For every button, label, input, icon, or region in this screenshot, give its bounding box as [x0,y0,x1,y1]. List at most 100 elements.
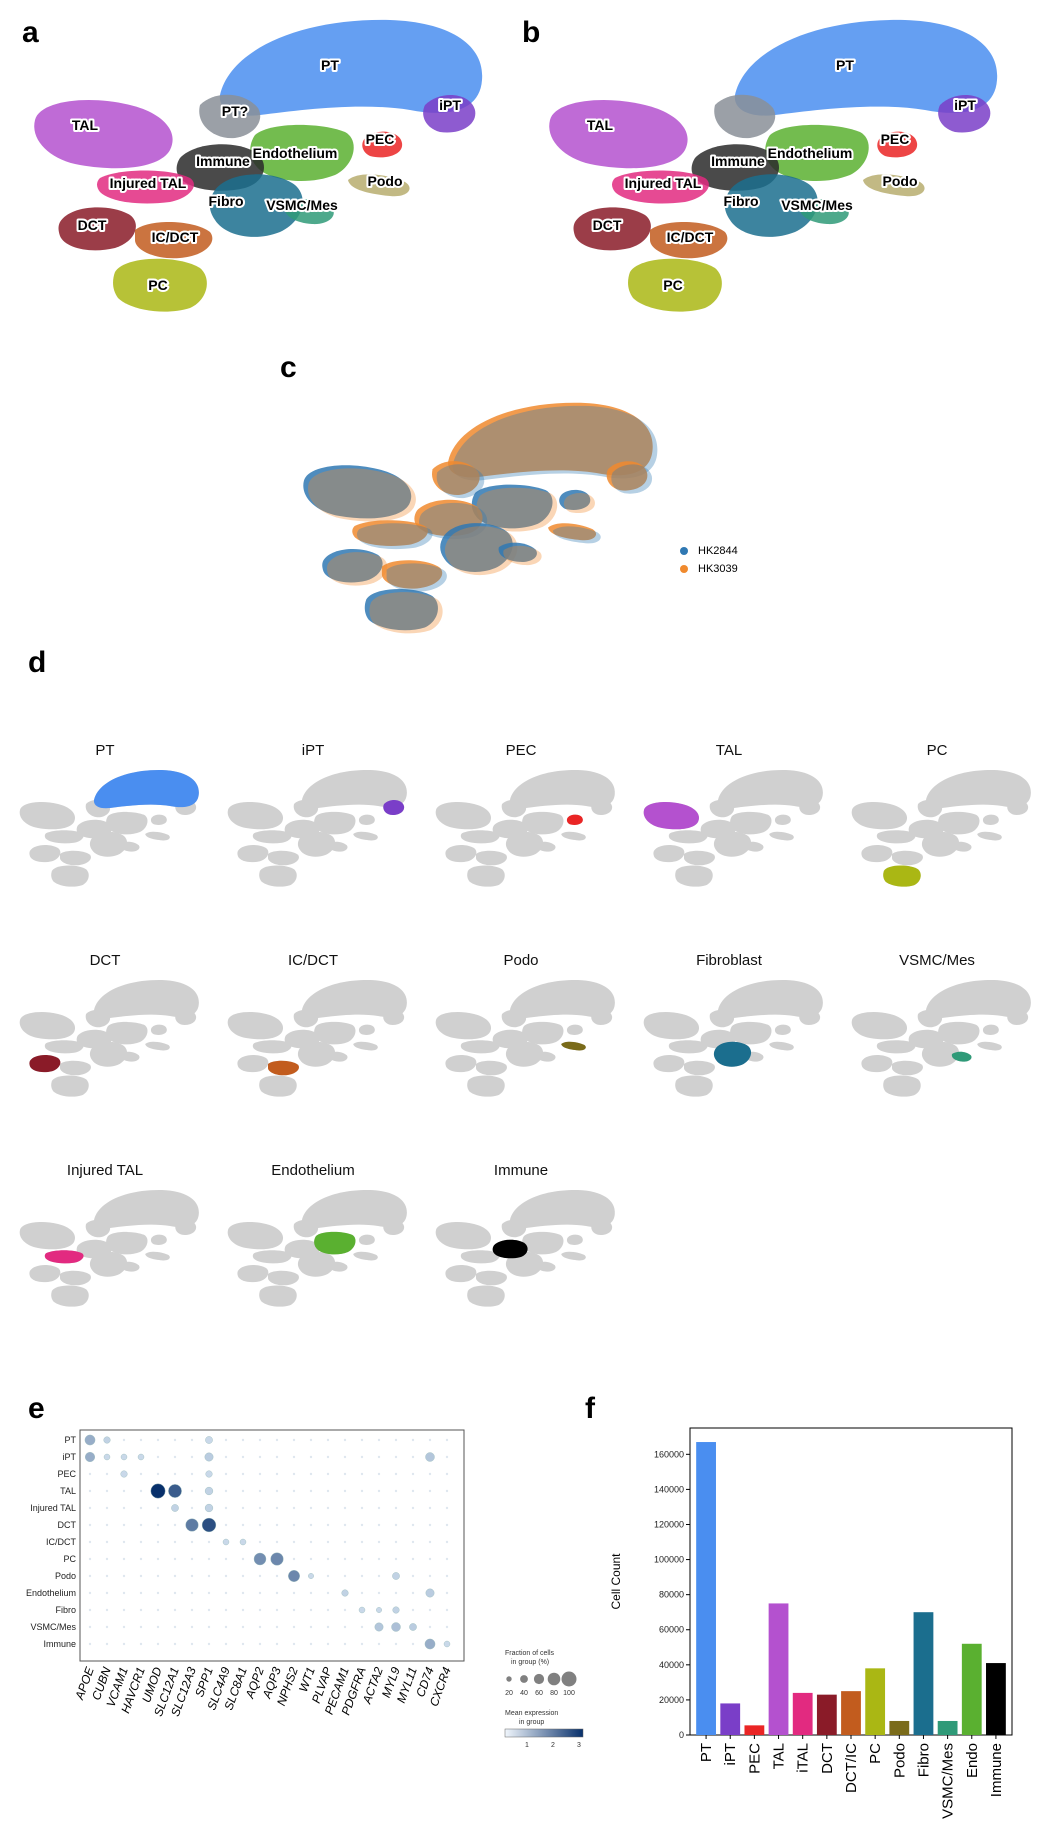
mini-umap-highlight [883,865,921,887]
mini-umap-bg-cluster [653,844,685,863]
size-legend-dot [506,1676,512,1682]
dotplot-dot [409,1623,417,1631]
dotplot-row-label: DCT [58,1520,77,1530]
mini-umap-bg-cluster [237,1054,269,1073]
dotplot-dot [428,1574,432,1578]
mini-umap-bg-cluster [675,865,713,887]
umap-a-cluster-vsmc-mes [284,199,334,225]
dotplot-dot [445,1506,449,1510]
umap-a-cluster-label: IC/DCT [152,229,199,245]
dotplot-dot [326,1642,330,1646]
umap-a-cluster-tal [34,100,173,169]
x-tick-label: PT [698,1743,715,1762]
dotplot-dot [326,1455,330,1459]
mini-umap-bg-cluster [145,1041,170,1051]
dotplot-dot [326,1523,330,1527]
mini-umap-bg-cluster [145,831,170,841]
mini-umap-bg-cluster [709,799,735,818]
dotplot-dot [190,1574,194,1578]
mini-umap-bg-cluster [774,814,791,825]
mini-umap-bg-cluster [227,1222,284,1250]
mini-umap: Fibroblast [643,952,823,1097]
dotplot-dot [309,1557,313,1561]
dotplot-dot [377,1523,381,1527]
x-tick-label: DCT/IC [843,1743,860,1793]
mini-umap-bg-cluster [861,844,893,863]
umap-b-cluster-label: iPT [954,97,976,113]
x-tick-label: PC [867,1743,884,1764]
mini-umap-bg-cluster [774,1024,791,1035]
mini-umap-bg-cluster [501,799,527,818]
umap-a-cluster-injured-tal [97,170,194,204]
bar [744,1725,765,1735]
mini-umap-title: Fibroblast [696,952,763,969]
dotplot-row-label: PEC [57,1469,76,1479]
mini-umap: Immune [435,1162,615,1307]
y-tick-label: 80000 [659,1590,684,1600]
dotplot-dot [377,1540,381,1544]
mini-umap-bg-cluster [51,1285,89,1307]
size-legend-title: Fraction of cells [505,1650,555,1657]
mini-umap: Injured TAL [19,1162,199,1307]
dotplot-dot [360,1506,364,1510]
dotplot-dot [411,1472,415,1476]
dotplot-dot [156,1557,160,1561]
dotplot-dot [326,1472,330,1476]
umap-c-cluster [471,484,553,529]
mini-umap-bg-cluster [297,1041,336,1067]
dotplot-dot [275,1625,279,1629]
mini-umap-bg-cluster [892,1060,923,1076]
dotplot-dot [411,1591,415,1595]
x-tick-label: PEC [746,1743,763,1774]
dotplot-dot [411,1540,415,1544]
mini-umap-highlight [951,1051,972,1062]
dotplot-dot [360,1523,364,1527]
dotplot-row-label: Podo [55,1571,76,1581]
mini-umap-highlight [713,1041,752,1067]
mini-umap-shapes [19,1189,199,1307]
dotplot-dot [139,1523,143,1527]
mini-umap-bg-cluster [799,1009,821,1026]
dotplot-dot [156,1608,160,1612]
umap-a-cluster-endothelium [250,124,354,182]
mini-umap-bg-cluster [60,1270,91,1286]
dotplot-dot [150,1483,166,1499]
dotplot-dot [343,1506,347,1510]
umap-b-cluster-label: PT [836,57,854,73]
dotplot-dot [445,1591,449,1595]
dotplot-row-label: Fibro [55,1605,76,1615]
dotplot-dot [88,1625,92,1629]
dotplot-dot [292,1506,296,1510]
mini-umap-bg-cluster [259,1075,297,1097]
umap-b-cluster-label: Immune [711,153,765,169]
mini-umap-bg-cluster [51,865,89,887]
panel-letter-a: a [22,16,39,49]
dotplot-dot [224,1574,228,1578]
dotplot-dot [411,1574,415,1578]
dotplot-dot [88,1506,92,1510]
mini-umap-bg-cluster [535,841,556,852]
dotplot-dot [122,1625,126,1629]
dotplot-dot [326,1540,330,1544]
mini-umap-bg-cluster [93,1189,199,1229]
mini-umap-highlight [383,799,405,816]
dotplot-dot [309,1438,313,1442]
mini-umap-bg-cluster [675,1075,713,1097]
x-tick-label: Fibro [915,1743,932,1777]
mini-umap-shapes [435,979,615,1097]
umap-a-cluster-label: Podo [368,173,403,189]
dotplot-dot [205,1436,213,1444]
dotplot-dot [88,1557,92,1561]
dotplot-dot [292,1642,296,1646]
dotplot-dot [156,1438,160,1442]
umap-b-cluster-ic-dct [650,221,728,259]
mini-umap-shapes [227,979,407,1097]
x-tick-label: Podo [891,1743,908,1778]
dotplot-dot [360,1591,364,1595]
color-legend-tick: 3 [577,1742,581,1749]
mini-umap-bg-cluster [314,1021,356,1045]
mini-umap-bg-cluster [717,979,823,1019]
dotplot-dot [411,1506,415,1510]
mini-umap-title: PEC [506,742,537,759]
mini-umap-bg-cluster [89,1251,128,1277]
